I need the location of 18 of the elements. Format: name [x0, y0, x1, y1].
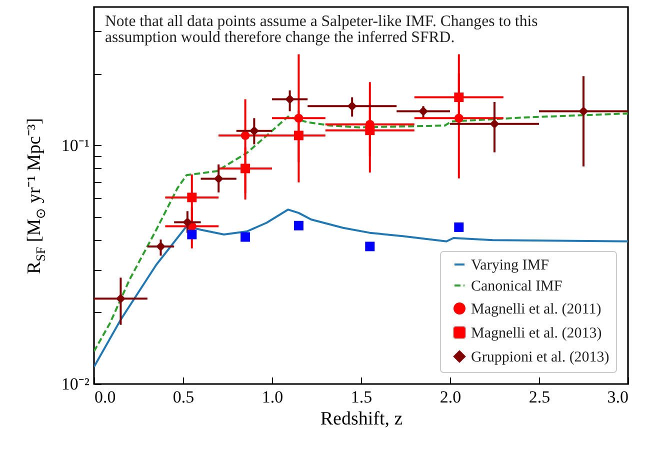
- x-tick-label: 0.0: [94, 388, 116, 406]
- x-tick-label: 1.5: [350, 388, 372, 406]
- line-series: [94, 112, 628, 352]
- x-tick-label: 3.0: [607, 388, 628, 406]
- legend-label: Gruppioni et al. (2013): [471, 350, 610, 366]
- x-axis-title: Redshift, z: [320, 408, 403, 430]
- legend-label: Magnelli et al. (2011): [471, 302, 602, 318]
- annotation: Note that all data points assume a Salpeter-like IMF. Changes to this assumption would therefore change the inferred SFRD.: [105, 13, 539, 46]
- x-tick-label: 2.0: [440, 388, 462, 406]
- x-tick-label: 1.0: [262, 388, 284, 406]
- x-tick-label: 2.5: [528, 388, 550, 406]
- line-series: [94, 208, 628, 368]
- legend-label: Varying IMF: [471, 258, 549, 274]
- legend-label: Canonical IMF: [471, 278, 562, 294]
- y-tick-label: 10⁻¹: [61, 136, 90, 155]
- y-tick-label: 10⁻²: [61, 374, 90, 394]
- x-tick-label: 0.5: [172, 388, 194, 406]
- legend-label: Magnelli et al. (2013): [471, 326, 602, 342]
